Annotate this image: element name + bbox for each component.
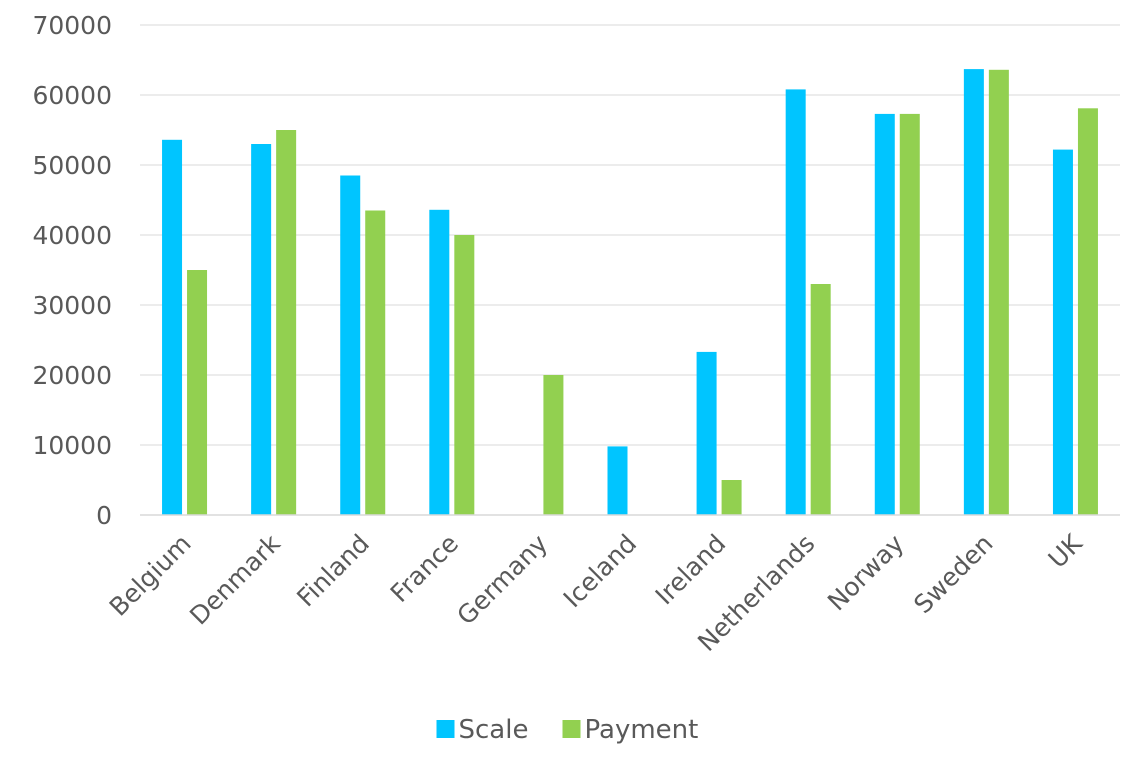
x-category-label: Ireland (650, 529, 732, 611)
bar-payment-denmark (276, 130, 297, 515)
x-category-label: Norway (822, 529, 910, 617)
y-tick-label: 10000 (32, 431, 112, 460)
bars (162, 69, 1098, 516)
bar-scale-iceland (607, 446, 628, 515)
legend: Scale Payment (436, 715, 699, 745)
bar-payment-france (454, 235, 475, 515)
bar-scale-denmark (251, 144, 272, 515)
bar-payment-germany (543, 375, 564, 515)
y-tick-labels: 0 10000 20000 30000 40000 50000 60000 70000 (32, 11, 112, 530)
bar-scale-finland (340, 175, 361, 515)
bar-scale-belgium (162, 139, 183, 516)
x-category-label: UK (1043, 528, 1088, 573)
x-category-label: Sweden (908, 529, 998, 619)
x-category-label: Belgium (104, 529, 197, 622)
bar-scale-sweden (963, 69, 984, 515)
bar-scale-ireland (696, 351, 717, 515)
x-category-label: Finland (291, 529, 375, 613)
legend-swatch-payment (562, 720, 581, 738)
legend-label-payment: Payment (585, 715, 699, 745)
bar-payment-belgium (187, 270, 208, 515)
bar-payment-sweden (988, 69, 1009, 516)
bar-payment-uk (1077, 108, 1098, 516)
bar-scale-netherlands (785, 89, 806, 516)
y-tick-label: 20000 (32, 361, 112, 390)
x-category-label: France (385, 529, 464, 608)
y-tick-label: 50000 (32, 151, 112, 180)
bar-scale-norway (874, 113, 895, 516)
bar-payment-ireland (721, 480, 742, 515)
y-tick-label: 60000 (32, 81, 112, 110)
bar-scale-france (429, 209, 450, 516)
x-category-label: Denmark (184, 528, 286, 630)
bar-scale-uk (1052, 149, 1073, 515)
y-tick-label: 0 (96, 501, 112, 530)
y-tick-label: 70000 (32, 11, 112, 40)
x-category-label: Germany (451, 529, 553, 631)
legend-label-scale: Scale (459, 715, 529, 745)
bar-payment-norway (899, 113, 920, 516)
bar-payment-finland (365, 210, 386, 515)
bar-payment-netherlands (810, 284, 831, 515)
gridlines (140, 24, 1120, 446)
x-category-label: Iceland (558, 529, 642, 613)
y-tick-label: 40000 (32, 221, 112, 250)
legend-swatch-scale (436, 720, 455, 738)
y-tick-label: 30000 (32, 291, 112, 320)
